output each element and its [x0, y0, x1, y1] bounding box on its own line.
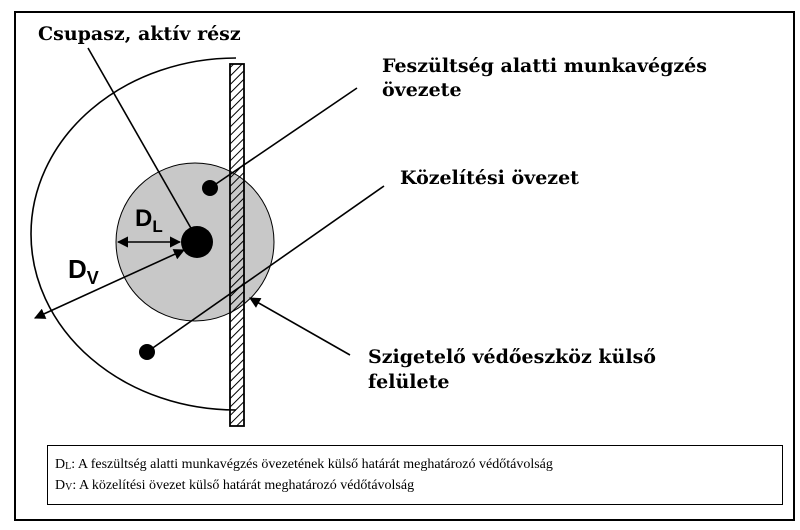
legend-row-dv: DV: A közelítési övezet külső határát me…	[55, 476, 782, 497]
label-bare-part: Csupasz, aktív rész	[38, 23, 241, 45]
dl-symbol: DL	[135, 205, 163, 236]
approach-zone-boundary	[30, 57, 237, 411]
legend-dl-sub: L	[65, 461, 72, 472]
label-live-work-zone-1: Feszültség alatti munkavégzés	[382, 55, 707, 77]
legend-dl-text: : A feszültség alatti munkavégzés övezet…	[71, 457, 553, 472]
dl-symbol-sub: L	[152, 217, 162, 236]
legend-dv-text: : A közelítési övezet külső határát megh…	[72, 478, 415, 493]
label-insulating-surface-1: Szigetelő védőeszköz külső	[368, 346, 656, 368]
dv-symbol-sub: V	[87, 268, 99, 288]
label-approach-zone: Közelítési övezet	[400, 167, 579, 189]
leader-approach-zone	[146, 185, 385, 353]
outer-frame	[14, 11, 795, 521]
bare-active-part	[181, 226, 213, 258]
insulating-device-bar	[229, 63, 245, 427]
legend-box: DL: A feszültség alatti munkavégzés övez…	[47, 445, 783, 505]
legend-dv-main: D	[55, 478, 66, 493]
legend-dv-sub: V	[65, 482, 73, 493]
label-insulating-surface-2: felülete	[368, 371, 449, 393]
dv-symbol-main: D	[68, 254, 87, 284]
leader-live-work-zone	[209, 87, 358, 189]
dv-symbol: DV	[68, 254, 99, 288]
leader-insulating-surface	[249, 297, 351, 356]
legend-dl-main: D	[55, 457, 66, 472]
legend-row-dl: DL: A feszültség alatti munkavégzés övez…	[55, 455, 782, 476]
dv-arrow	[33, 249, 186, 319]
dl-symbol-main: D	[135, 205, 152, 232]
leader-bare-part	[87, 47, 193, 231]
label-live-work-zone-2: övezete	[382, 79, 462, 101]
